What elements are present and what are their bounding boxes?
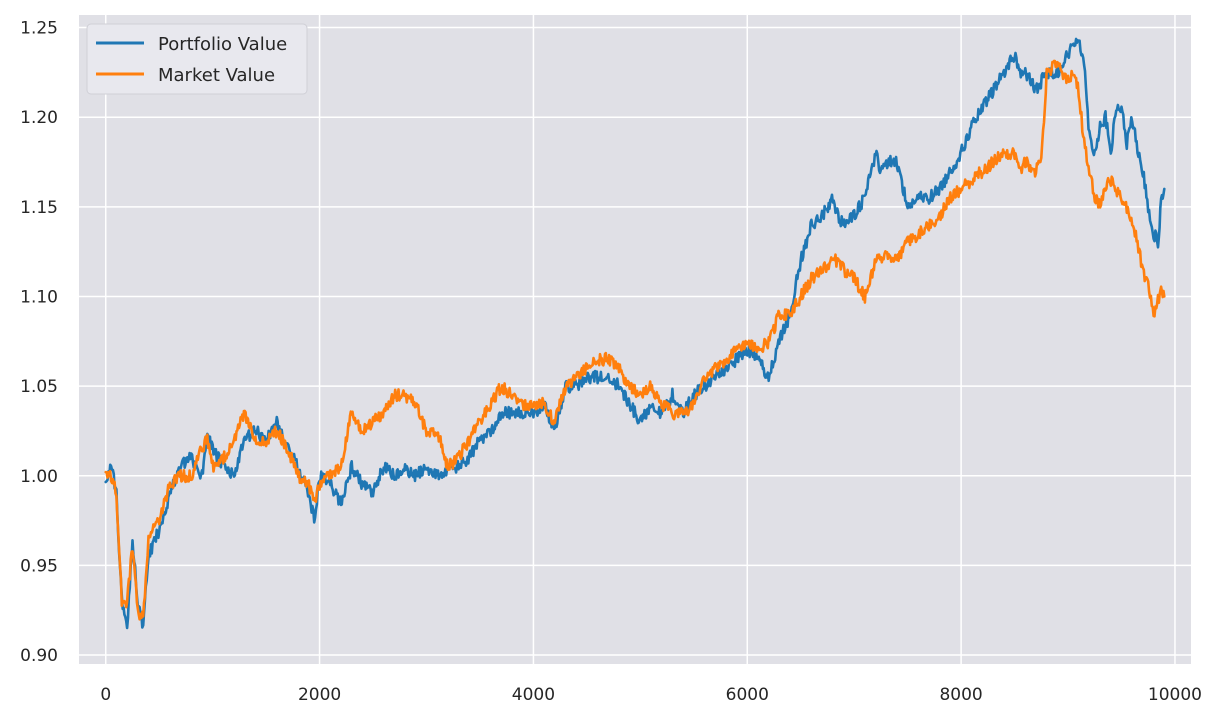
plot-background — [79, 15, 1191, 664]
y-tick-label: 1.10 — [20, 287, 58, 307]
y-tick-label: 0.95 — [20, 556, 58, 576]
y-tick-label: 1.25 — [20, 19, 58, 39]
x-tick-label: 0 — [100, 685, 111, 705]
grid-lines — [79, 15, 1191, 664]
legend-label: Market Value — [158, 65, 275, 86]
legend-label: Portfolio Value — [158, 34, 287, 55]
y-tick-label: 0.90 — [20, 646, 58, 666]
legend: Portfolio Value Market Value — [86, 23, 308, 95]
x-tick-label: 10000 — [1148, 685, 1202, 705]
x-tick-label: 2000 — [298, 685, 341, 705]
y-tick-label: 1.20 — [20, 108, 58, 128]
x-tick-label: 4000 — [512, 685, 555, 705]
y-tick-label: 1.05 — [20, 377, 58, 397]
x-tick-labels: 0 2000 4000 6000 8000 10000 — [100, 685, 1202, 705]
y-tick-label: 1.15 — [20, 198, 58, 218]
y-tick-labels: 0.90 0.95 1.00 1.05 1.10 1.15 1.20 1.25 — [20, 19, 58, 666]
series-lines — [104, 37, 1166, 630]
x-tick-label: 8000 — [939, 685, 982, 705]
x-tick-label: 6000 — [726, 685, 769, 705]
series-line-market-value — [104, 59, 1166, 621]
y-tick-label: 1.00 — [20, 467, 58, 487]
